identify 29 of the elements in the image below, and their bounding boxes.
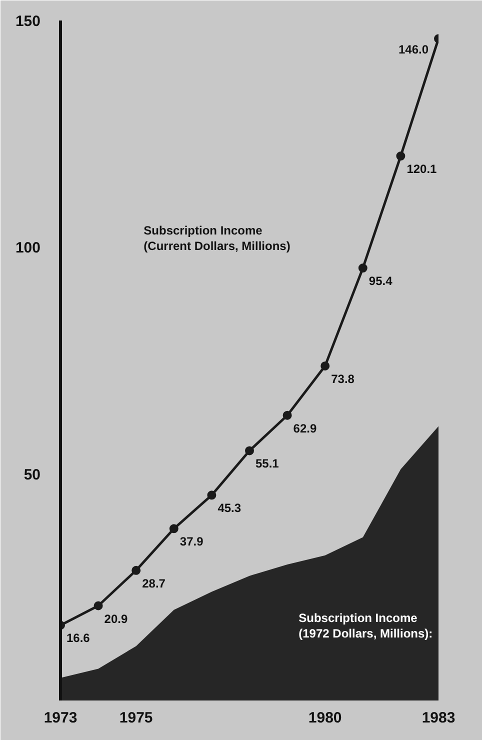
x-tick-label: 1975 — [119, 710, 153, 726]
x-tick-label: 1973 — [44, 710, 78, 726]
series-label: Subscription Income (1972 Dollars, Millions): — [298, 611, 433, 640]
y-tick-label: 100 — [15, 240, 41, 257]
text: Subscription Income (Current Dollars, Millions) — [144, 223, 290, 253]
data-label: 73.8 — [331, 372, 355, 386]
data-label: 20.9 — [104, 612, 128, 626]
point — [320, 361, 330, 370]
data-label: 146.0 — [398, 42, 429, 57]
data-label: 28.7 — [142, 576, 166, 590]
data-label: 120.1 — [406, 162, 438, 176]
data-label: 55.1 — [256, 456, 280, 471]
point — [282, 410, 292, 420]
point — [396, 152, 406, 161]
point — [207, 490, 216, 500]
data-label: 45.3 — [218, 501, 242, 516]
point — [358, 264, 368, 273]
point — [132, 566, 141, 575]
data-label: 62.9 — [293, 421, 317, 436]
point — [94, 601, 103, 610]
data-label: 95.4 — [368, 274, 393, 288]
y-tick-label: 150 — [15, 13, 41, 30]
point — [169, 524, 178, 534]
data-label: 37.9 — [180, 534, 204, 549]
data-label: 16.6 — [66, 631, 90, 646]
y-tick-label: 50 — [24, 466, 41, 484]
x-tick-label: 1980 — [308, 710, 342, 726]
x-tick-label: 1983 — [422, 710, 456, 726]
point — [245, 446, 254, 456]
